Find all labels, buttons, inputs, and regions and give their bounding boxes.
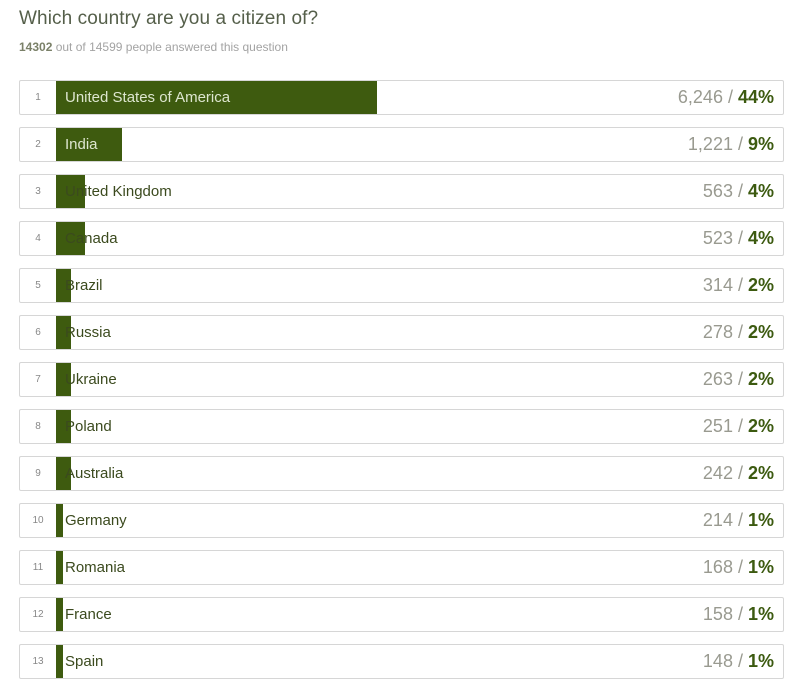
result-bar: [56, 222, 86, 255]
result-row: 12 France 158 / 1%: [19, 597, 784, 632]
result-bar: [56, 81, 378, 114]
result-rank: 4: [35, 233, 41, 244]
result-row: 6 Russia 278 / 2%: [19, 315, 784, 350]
result-country-label: Ukraine: [65, 371, 117, 388]
result-bar: [56, 269, 71, 302]
result-country-label: India: [65, 136, 98, 153]
result-rank: 7: [35, 374, 41, 385]
result-rank: 11: [32, 562, 44, 573]
result-count: 148: [702, 651, 733, 671]
result-stat: 523 / 4%: [702, 228, 774, 248]
result-stat: 158 / 1%: [702, 604, 774, 624]
result-stat: 251 / 2%: [702, 416, 774, 436]
result-count: 214: [702, 510, 733, 530]
result-row: 3 United Kingdom 563 / 4%: [19, 174, 784, 209]
result-row: 10 Germany 214 / 1%: [19, 503, 784, 538]
result-stat: 214 / 1%: [702, 510, 774, 530]
result-percent: 2%: [747, 322, 774, 342]
result-country-label: Romania: [65, 559, 126, 576]
result-count: 158: [702, 604, 733, 624]
result-stat: 278 / 2%: [702, 322, 774, 342]
result-count: 242: [702, 463, 733, 483]
result-rank: 13: [32, 656, 44, 667]
result-country-label: France: [65, 606, 112, 623]
result-rank: 1: [35, 92, 41, 103]
result-percent: 2%: [747, 463, 774, 483]
result-row: 11 Romania 168 / 1%: [19, 550, 784, 585]
result-count: 6,246: [677, 87, 723, 107]
result-percent: 44%: [737, 87, 774, 107]
response-summary-text: out of 14599 people answered this questi…: [52, 40, 288, 54]
result-bar: [56, 175, 86, 208]
result-stat: 563 / 4%: [702, 181, 774, 201]
result-row: 4 Canada 523 / 4%: [19, 221, 784, 256]
result-count: 263: [702, 369, 733, 389]
result-bar: [56, 410, 71, 443]
response-summary: 14302 out of 14599 people answered this …: [19, 40, 288, 54]
result-row: 7 Ukraine 263 / 2%: [19, 362, 784, 397]
result-stat: 148 / 1%: [702, 651, 774, 671]
result-country-label: Australia: [65, 465, 124, 482]
result-row: 13 Spain 148 / 1%: [19, 644, 784, 679]
result-stat: 1,221 / 9%: [687, 134, 774, 154]
result-country-label: United Kingdom: [65, 183, 172, 200]
result-percent: 4%: [747, 181, 774, 201]
result-percent: 2%: [747, 416, 774, 436]
result-stat: 168 / 1%: [702, 557, 774, 577]
result-percent: 4%: [747, 228, 774, 248]
result-stat: 242 / 2%: [702, 463, 774, 483]
result-percent: 2%: [747, 275, 774, 295]
result-count: 168: [702, 557, 733, 577]
results-list: 1 United States of America 6,246 / 44% 2 Ind…: [19, 80, 784, 691]
result-count: 563: [702, 181, 733, 201]
result-bar: [56, 551, 64, 584]
result-bar: [56, 457, 71, 490]
result-percent: 1%: [747, 651, 774, 671]
result-count: 1,221: [687, 134, 733, 154]
result-bar: [56, 128, 122, 161]
result-rank: 9: [35, 468, 41, 479]
result-country-label: Russia: [65, 324, 111, 341]
result-rank: 3: [35, 186, 41, 197]
question-title: Which country are you a citizen of?: [19, 8, 319, 29]
result-rank: 8: [35, 421, 41, 432]
result-bar: [56, 504, 64, 537]
result-count: 314: [702, 275, 733, 295]
result-percent: 1%: [747, 557, 774, 577]
result-row: 9 Australia 242 / 2%: [19, 456, 784, 491]
result-count: 278: [702, 322, 733, 342]
result-stat: 6,246 / 44%: [677, 87, 774, 107]
result-rank: 10: [32, 515, 44, 526]
result-country-label: United States of America: [65, 89, 231, 106]
result-rank: 6: [35, 327, 41, 338]
result-country-label: Spain: [65, 653, 104, 670]
result-row: 2 India 1,221 / 9%: [19, 127, 784, 162]
result-row: 1 United States of America 6,246 / 44%: [19, 80, 784, 115]
result-stat: 314 / 2%: [702, 275, 774, 295]
result-country-label: Germany: [65, 512, 127, 529]
result-bar: [56, 645, 64, 678]
result-bar: [56, 363, 71, 396]
result-count: 523: [702, 228, 733, 248]
result-stat: 263 / 2%: [702, 369, 774, 389]
result-row: 5 Brazil 314 / 2%: [19, 268, 784, 303]
result-count: 251: [702, 416, 733, 436]
result-percent: 9%: [747, 134, 774, 154]
result-percent: 2%: [747, 369, 774, 389]
result-rank: 2: [35, 139, 41, 150]
result-row: 8 Poland 251 / 2%: [19, 409, 784, 444]
result-bar: [56, 598, 64, 631]
result-percent: 1%: [747, 510, 774, 530]
result-rank: 12: [32, 609, 44, 620]
result-country-label: Poland: [65, 418, 112, 435]
result-country-label: Canada: [65, 230, 118, 247]
result-rank: 5: [35, 280, 41, 291]
result-bar: [56, 316, 71, 349]
result-percent: 1%: [747, 604, 774, 624]
answered-count: 14302: [19, 40, 53, 54]
result-country-label: Brazil: [65, 277, 103, 294]
